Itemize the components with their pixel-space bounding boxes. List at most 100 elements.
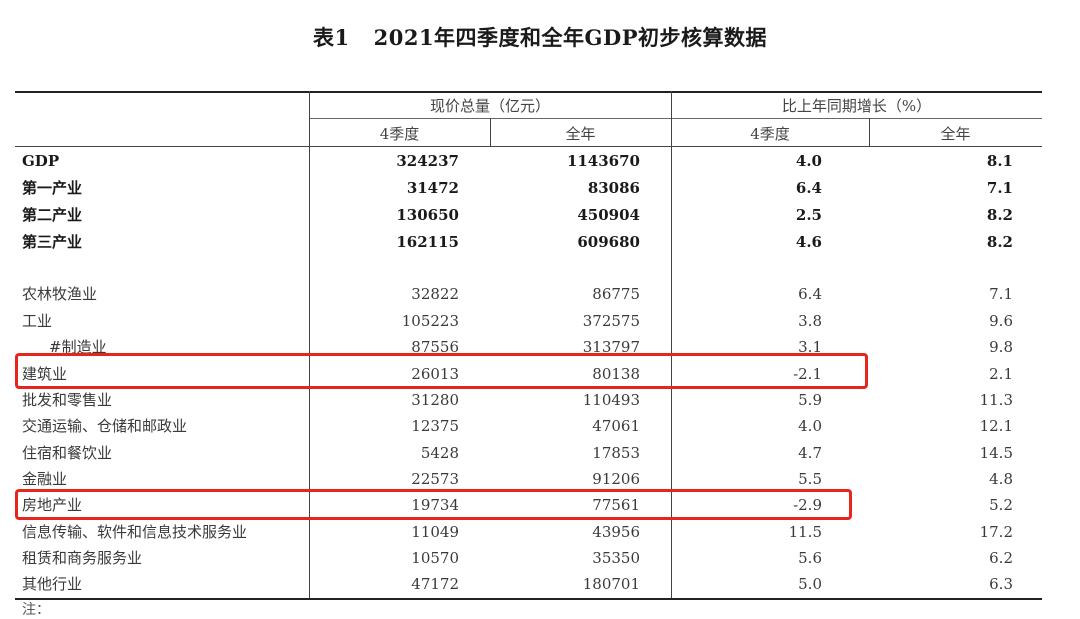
table-row: 第二产业 130650 450904 2.5 8.2 <box>15 202 1042 228</box>
row-name: 住宿和餐饮业 <box>22 444 113 462</box>
table-row: 房地产业 19734 77561 -2.9 5.2 <box>15 492 1042 518</box>
cell-q4-growth: 5.5 <box>798 470 822 488</box>
cell-year-growth: 9.8 <box>989 338 1013 356</box>
table-row: 建筑业 26013 80138 -2.1 2.1 <box>15 361 1042 387</box>
row-name: 第三产业 <box>22 233 83 251</box>
table-row: 第一产业 31472 83086 6.4 7.1 <box>15 175 1042 201</box>
row-name: 工业 <box>22 312 53 330</box>
cell-q4-growth: 4.7 <box>798 444 822 462</box>
table-title-text: 2021年四季度和全年GDP初步核算数据 <box>373 25 767 50</box>
cell-q4-value: 22573 <box>411 470 459 488</box>
cell-q4-growth: -2.9 <box>793 496 822 514</box>
cell-year-value: 83086 <box>587 179 640 197</box>
row-name: #制造业 <box>49 338 107 356</box>
cell-year-growth: 8.2 <box>986 206 1013 224</box>
cell-q4-value: 5428 <box>420 444 459 462</box>
cell-q4-growth: 4.6 <box>795 233 822 251</box>
row-name: 金融业 <box>22 470 68 488</box>
cell-year-value: 180701 <box>582 575 640 593</box>
cell-year-growth: 4.8 <box>989 470 1013 488</box>
header-group-value: 现价总量（亿元） <box>429 97 550 115</box>
cell-q4-growth: 11.5 <box>788 523 822 541</box>
cell-year-growth: 11.3 <box>979 391 1013 409</box>
row-name: 农林牧渔业 <box>22 285 98 303</box>
row-name: 第一产业 <box>22 179 83 197</box>
header-year-value: 全年 <box>565 125 596 143</box>
cell-year-growth: 7.1 <box>986 179 1013 197</box>
cell-year-value: 372575 <box>582 312 640 330</box>
cell-q4-growth: 4.0 <box>798 417 822 435</box>
table-row: 租赁和商务服务业 10570 35350 5.6 6.2 <box>15 545 1042 571</box>
table-row: 住宿和餐饮业 5428 17853 4.7 14.5 <box>15 440 1042 466</box>
cell-year-growth: 6.2 <box>989 549 1013 567</box>
table-row: GDP 324237 1143670 4.0 8.1 <box>15 148 1042 174</box>
header-group-growth: 比上年同期增长（%） <box>781 97 932 115</box>
cell-year-value: 91206 <box>592 470 640 488</box>
row-name: 建筑业 <box>22 365 68 383</box>
cell-q4-value: 11049 <box>411 523 459 541</box>
cell-q4-value: 12375 <box>411 417 459 435</box>
cell-q4-value: 19734 <box>411 496 459 514</box>
col-divider-2 <box>490 118 491 147</box>
cell-q4-growth: -2.1 <box>793 365 822 383</box>
cell-q4-value: 32822 <box>411 285 459 303</box>
cell-q4-value: 26013 <box>411 365 459 383</box>
cell-q4-value: 324237 <box>396 152 459 170</box>
highlight-box-construction <box>15 353 868 389</box>
cell-q4-value: 10570 <box>411 549 459 567</box>
cell-year-growth: 12.1 <box>979 417 1013 435</box>
cell-q4-value: 87556 <box>411 338 459 356</box>
cell-q4-growth: 5.9 <box>798 391 822 409</box>
header-year-growth: 全年 <box>940 125 971 143</box>
table-row: 第三产业 162115 609680 4.6 8.2 <box>15 229 1042 255</box>
cell-q4-growth: 5.0 <box>798 575 822 593</box>
cell-year-value: 80138 <box>592 365 640 383</box>
header-rule-mid <box>309 118 1042 119</box>
cell-year-value: 86775 <box>592 285 640 303</box>
cell-year-value: 35350 <box>592 549 640 567</box>
cell-year-value: 17853 <box>592 444 640 462</box>
cell-year-growth: 17.2 <box>979 523 1013 541</box>
table-row: 信息传输、软件和信息技术服务业 11049 43956 11.5 17.2 <box>15 519 1042 545</box>
row-name: 批发和零售业 <box>22 391 113 409</box>
table-title: 表1 2021年四季度和全年GDP初步核算数据 <box>0 22 1080 52</box>
table-row: 农林牧渔业 32822 86775 6.4 7.1 <box>15 281 1042 307</box>
table-row: 金融业 22573 91206 5.5 4.8 <box>15 466 1042 492</box>
table-row: 工业 105223 372575 3.8 9.6 <box>15 308 1042 334</box>
col-divider-1 <box>309 91 310 598</box>
header-q4-growth: 4季度 <box>750 125 790 143</box>
cell-q4-growth: 2.5 <box>795 206 822 224</box>
cell-year-value: 43956 <box>592 523 640 541</box>
header-rule-bottom <box>15 146 1042 147</box>
cell-year-value: 110493 <box>582 391 640 409</box>
cell-year-growth: 8.2 <box>986 233 1013 251</box>
cell-q4-value: 31280 <box>411 391 459 409</box>
cell-q4-value: 47172 <box>411 575 459 593</box>
table-row: #制造业 87556 313797 3.1 9.8 <box>15 334 1042 360</box>
header-q4-value: 4季度 <box>379 125 420 143</box>
col-divider-3 <box>671 91 672 598</box>
gdp-table: 现价总量（亿元） 比上年同期增长（%） 4季度 全年 4季度 全年 GDP 324… <box>15 91 1042 603</box>
row-name: 房地产业 <box>22 496 83 514</box>
table-number: 表1 <box>312 25 350 50</box>
row-name: 信息传输、软件和信息技术服务业 <box>22 523 248 541</box>
cell-year-growth: 2.1 <box>989 365 1013 383</box>
cell-q4-value: 130650 <box>396 206 459 224</box>
cell-year-value: 450904 <box>577 206 640 224</box>
cell-year-growth: 6.3 <box>989 575 1013 593</box>
row-name: GDP <box>22 152 60 170</box>
cell-year-value: 77561 <box>592 496 640 514</box>
cell-year-value: 47061 <box>592 417 640 435</box>
row-name: 交通运输、仓储和邮政业 <box>22 417 188 435</box>
cell-year-growth: 8.1 <box>986 152 1013 170</box>
bottom-rule <box>15 598 1042 600</box>
cell-year-growth: 14.5 <box>979 444 1013 462</box>
row-name: 其他行业 <box>22 575 83 593</box>
row-name: 租赁和商务服务业 <box>22 549 143 567</box>
highlight-box-real-estate <box>15 489 852 520</box>
cell-q4-value: 105223 <box>401 312 459 330</box>
cell-q4-value: 162115 <box>396 233 459 251</box>
table-note: 注： <box>22 602 50 618</box>
cell-year-value: 1143670 <box>566 152 640 170</box>
table-row: 交通运输、仓储和邮政业 12375 47061 4.0 12.1 <box>15 413 1042 439</box>
